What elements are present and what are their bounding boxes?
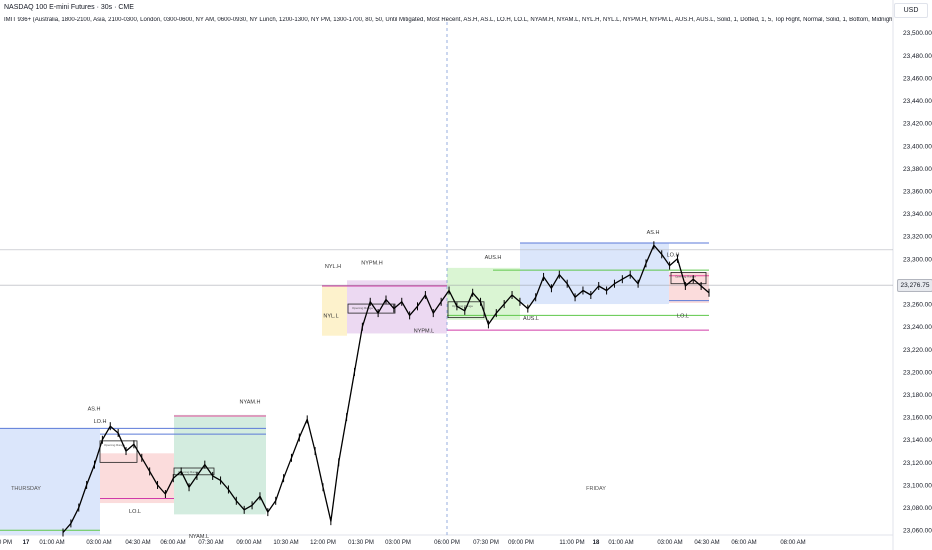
symbol-title[interactable]: NASDAQ 100 E-mini Futures · 30s · CME bbox=[4, 4, 134, 11]
opening-range-label: Opening Range bbox=[178, 470, 199, 474]
x-tick-label: 12:00 PM bbox=[310, 540, 336, 546]
day-label: THURSDAY bbox=[11, 486, 41, 492]
y-tick-label: 23,180.00 bbox=[903, 392, 932, 399]
y-tick-label: 23,400.00 bbox=[903, 143, 932, 150]
opening-range-label: Opening Range bbox=[352, 306, 373, 310]
y-tick-label: 23,080.00 bbox=[903, 505, 932, 512]
x-tick-label: 01:30 PM bbox=[348, 540, 374, 546]
y-tick-label: 23,200.00 bbox=[903, 369, 932, 376]
opening-range-label: Opening Range bbox=[104, 443, 125, 447]
x-tick-label: 04:30 AM bbox=[125, 540, 150, 546]
x-tick-label: 07:30 PM bbox=[473, 540, 499, 546]
session-label: NYAM.H bbox=[240, 400, 261, 406]
x-tick-label: 07:30 AM bbox=[198, 540, 223, 546]
y-tick-label: 23,060.00 bbox=[903, 528, 932, 535]
y-tick-label: 23,480.00 bbox=[903, 53, 932, 60]
x-tick-label: 06:00 AM bbox=[160, 540, 185, 546]
opening-range-label: Opening Range bbox=[675, 274, 696, 278]
x-tick-label: 01:00 AM bbox=[608, 540, 633, 546]
y-tick-label: 23,120.00 bbox=[903, 460, 932, 467]
y-tick-label: 23,240.00 bbox=[903, 324, 932, 331]
x-tick-label: 04:30 AM bbox=[694, 540, 719, 546]
x-tick-label: 06:00 PM bbox=[434, 540, 460, 546]
opening-range-box bbox=[99, 440, 138, 463]
session-label: LO.H bbox=[667, 253, 680, 259]
session-label: LO.L bbox=[677, 314, 689, 320]
session-label: NYPM.L bbox=[414, 328, 434, 334]
y-tick-label: 23,440.00 bbox=[903, 98, 932, 105]
x-tick-label: 01:00 AM bbox=[39, 540, 64, 546]
y-tick-label: 23,160.00 bbox=[903, 415, 932, 422]
session-label: NYPM.H bbox=[361, 260, 382, 266]
session-label: AS.H bbox=[88, 406, 101, 412]
asia-session-box-2 bbox=[520, 243, 669, 305]
day-label: FRIDAY bbox=[586, 486, 606, 492]
x-tick-label: 09:00 PM bbox=[508, 540, 534, 546]
indicator-legend[interactable]: IMIT 936+ (Australia, 1800-2100, Asia, 2… bbox=[4, 17, 892, 23]
y-tick-label: 23,300.00 bbox=[903, 256, 932, 263]
x-tick-label: 09:00 AM bbox=[236, 540, 261, 546]
y-tick-label: 23,320.00 bbox=[903, 234, 932, 241]
x-tick-label: 08:00 AM bbox=[780, 540, 805, 546]
opening-range-box bbox=[447, 301, 485, 319]
session-label: NYAM.L bbox=[189, 534, 209, 540]
x-tick-label: 18 bbox=[593, 540, 600, 546]
session-label: NYL.L bbox=[323, 314, 338, 320]
session-label: AUS.L bbox=[523, 316, 539, 322]
x-tick-label: 06:00 AM bbox=[731, 540, 756, 546]
y-tick-label: 23,360.00 bbox=[903, 188, 932, 195]
nyam-session-box bbox=[174, 414, 266, 515]
x-tick-label: 11:00 PM bbox=[559, 540, 584, 546]
y-tick-label: 23,100.00 bbox=[903, 482, 932, 489]
y-tick-label: 23,420.00 bbox=[903, 121, 932, 128]
session-label: AS.H bbox=[647, 230, 660, 236]
x-tick-label: 17 bbox=[23, 540, 30, 546]
nylunch-session-box bbox=[322, 285, 347, 336]
y-tick-label: 23,380.00 bbox=[903, 166, 932, 173]
opening-range-label: Opening Range bbox=[452, 304, 473, 308]
currency-label[interactable]: USD bbox=[894, 3, 928, 18]
x-tick-label: 03:00 AM bbox=[657, 540, 682, 546]
x-tick-label: 0 PM bbox=[0, 540, 12, 546]
asia-session-box bbox=[0, 428, 100, 535]
session-label: AUS.H bbox=[485, 255, 502, 261]
session-label: LO.L bbox=[129, 509, 141, 515]
x-tick-label: 10:30 AM bbox=[273, 540, 298, 546]
y-tick-label: 23,460.00 bbox=[903, 75, 932, 82]
current-price-tag: 23,276.75 bbox=[897, 279, 932, 292]
session-label: NYL.H bbox=[325, 264, 341, 270]
opening-range-box bbox=[173, 467, 215, 476]
y-tick-label: 23,260.00 bbox=[903, 302, 932, 309]
x-tick-label: 03:00 PM bbox=[385, 540, 411, 546]
y-tick-label: 23,500.00 bbox=[903, 30, 932, 37]
y-tick-label: 23,340.00 bbox=[903, 211, 932, 218]
session-label: LO.H bbox=[94, 419, 107, 425]
y-tick-label: 23,140.00 bbox=[903, 437, 932, 444]
x-tick-label: 03:00 AM bbox=[86, 540, 111, 546]
y-tick-label: 23,220.00 bbox=[903, 347, 932, 354]
